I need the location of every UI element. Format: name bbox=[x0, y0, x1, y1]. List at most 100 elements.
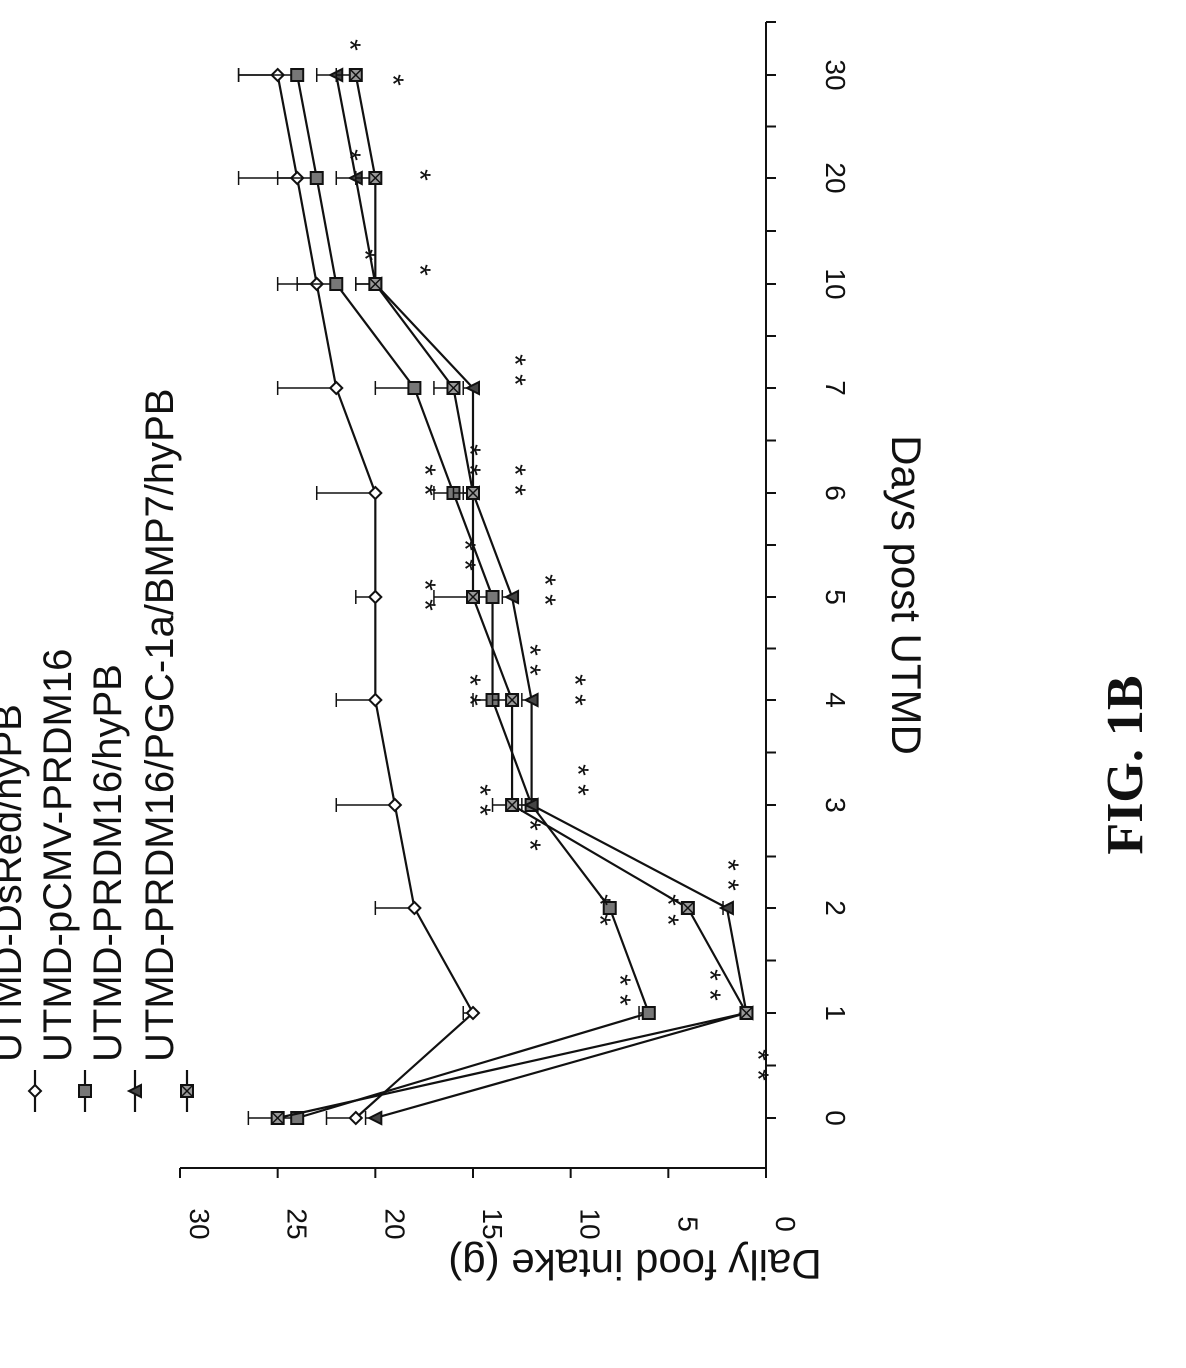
data-point-s2 bbox=[309, 171, 324, 185]
legend-label-1: UTMD-DsRed/hyPB bbox=[0, 704, 30, 1062]
significance-annotation: * * bbox=[513, 819, 546, 851]
data-point-s4-cross bbox=[466, 590, 480, 604]
data-point-s2 bbox=[290, 68, 305, 82]
significance-annotation: * * bbox=[453, 674, 486, 706]
data-point-s4-cross bbox=[368, 171, 382, 185]
data-point-s4-cross bbox=[349, 68, 363, 82]
data-point-s4-cross bbox=[505, 798, 519, 812]
x-tick-label: 1 bbox=[820, 1005, 851, 1021]
x-tick-label: 20 bbox=[820, 162, 851, 193]
significance-annotation: * bbox=[333, 149, 366, 161]
x-tick-label: 5 bbox=[820, 589, 851, 605]
data-point-s1 bbox=[367, 692, 383, 708]
data-point-s2 bbox=[641, 1006, 656, 1020]
legend-marker-4-cross bbox=[180, 1084, 194, 1098]
y-tick-label: 25 bbox=[282, 1208, 313, 1239]
x-tick-label: 0 bbox=[820, 1110, 851, 1126]
data-point-s4 bbox=[466, 486, 480, 500]
data-point-s1 bbox=[348, 1110, 364, 1126]
significance-annotation: * * bbox=[651, 894, 684, 926]
significance-annotation: * bbox=[376, 74, 409, 86]
y-tick-label: 0 bbox=[770, 1216, 801, 1232]
x-tick-label: 6 bbox=[820, 485, 851, 501]
data-point-s2 bbox=[329, 277, 344, 291]
y-tick-label: 10 bbox=[575, 1208, 606, 1239]
significance-annotation: * * bbox=[711, 859, 744, 891]
significance-annotation: * * bbox=[453, 444, 486, 476]
data-point-s4 bbox=[739, 1006, 754, 1020]
legend-marker-1 bbox=[27, 1083, 43, 1099]
data-point-s3 bbox=[367, 1110, 383, 1126]
legend-label-2: UTMD-pCMV-PRDM16 bbox=[36, 649, 80, 1062]
significance-annotation: * * bbox=[741, 1049, 774, 1081]
legend-marker-4 bbox=[180, 1084, 194, 1098]
legend-marker-2 bbox=[78, 1084, 92, 1098]
data-point-s1 bbox=[367, 485, 383, 501]
data-point-s2 bbox=[485, 590, 500, 604]
data-point-s4 bbox=[466, 590, 480, 604]
significance-annotation: * * bbox=[463, 784, 496, 816]
significance-annotation: * bbox=[348, 249, 381, 261]
data-point-s4 bbox=[505, 798, 520, 812]
significance-annotation: * * bbox=[693, 969, 726, 1001]
data-point-s4 bbox=[368, 171, 383, 185]
legend-marker-3 bbox=[126, 1083, 142, 1099]
figure-label: FIG. 1B bbox=[1097, 675, 1154, 854]
x-tick-label: 4 bbox=[820, 692, 851, 708]
data-point-s2 bbox=[407, 381, 422, 395]
data-point-s4 bbox=[270, 1111, 285, 1125]
significance-annotation: * * bbox=[498, 464, 531, 496]
x-tick-label: 10 bbox=[820, 268, 851, 299]
data-point-s1 bbox=[406, 900, 422, 916]
significance-annotation: * * bbox=[408, 579, 441, 611]
significance-annotation: * * bbox=[558, 674, 591, 706]
significance-annotation: * * bbox=[528, 574, 561, 606]
significance-annotation: * * bbox=[513, 644, 546, 676]
chart-plot: 0 5 10 15 20 25 30 0 1 2 3 4 5 6 7 10 20 30 Days post UTMD… bbox=[0, 21, 930, 1288]
significance-annotation: * * bbox=[448, 539, 481, 571]
significance-annotation: * bbox=[403, 264, 436, 276]
significance-annotation: * * bbox=[561, 764, 594, 796]
data-point-s4-cross bbox=[505, 693, 519, 707]
x-tick-label: 7 bbox=[820, 380, 851, 396]
data-point-s4 bbox=[348, 68, 363, 82]
data-point-s4-cross bbox=[368, 277, 382, 291]
x-axis-title: Days post UTMD bbox=[883, 435, 930, 755]
data-point-s3 bbox=[718, 900, 734, 916]
data-point-s1 bbox=[328, 380, 344, 396]
y-tick-label: 5 bbox=[672, 1216, 703, 1232]
significance-annotation: * bbox=[333, 39, 366, 51]
y-tick-label: 15 bbox=[477, 1208, 508, 1239]
x-tick-label: 2 bbox=[820, 900, 851, 916]
significance-annotation: * * bbox=[603, 974, 636, 1006]
data-point-s4-cross bbox=[446, 381, 460, 395]
legend-label-3: UTMD-PRDM16/hyPB bbox=[86, 664, 130, 1062]
data-point-s4 bbox=[680, 901, 695, 915]
y-tick-label: 30 bbox=[184, 1208, 215, 1239]
significance-annotation: * * bbox=[498, 354, 531, 386]
data-point-s1 bbox=[387, 797, 403, 813]
data-point-s4-cross bbox=[739, 1006, 753, 1020]
significance-annotation: * * bbox=[408, 464, 441, 496]
data-point-s2 bbox=[602, 901, 617, 915]
x-tick-label: 30 bbox=[820, 59, 851, 90]
data-point-s1 bbox=[367, 589, 383, 605]
data-point-s1 bbox=[465, 1005, 481, 1021]
data-point-s4-cross bbox=[466, 486, 480, 500]
x-tick-label: 3 bbox=[820, 797, 851, 813]
data-point-s3 bbox=[523, 692, 539, 708]
significance-annotation: * * bbox=[583, 894, 616, 926]
data-point-s4 bbox=[368, 277, 383, 291]
data-point-s4-cross bbox=[271, 1111, 285, 1125]
data-point-s3 bbox=[503, 589, 520, 605]
legend-label-4: UTMD-PRDM16/PGC-1a/BMP7/hyPB bbox=[138, 389, 182, 1062]
data-point-s4 bbox=[446, 381, 461, 395]
data-point-s4-cross bbox=[681, 901, 695, 915]
significance-annotation: * bbox=[403, 169, 436, 181]
y-axis-title: Daily food intake (g) bbox=[448, 1241, 822, 1288]
data-point-s4 bbox=[505, 693, 520, 707]
data-point-s3 bbox=[464, 380, 480, 396]
data-point-s3 bbox=[523, 797, 539, 813]
